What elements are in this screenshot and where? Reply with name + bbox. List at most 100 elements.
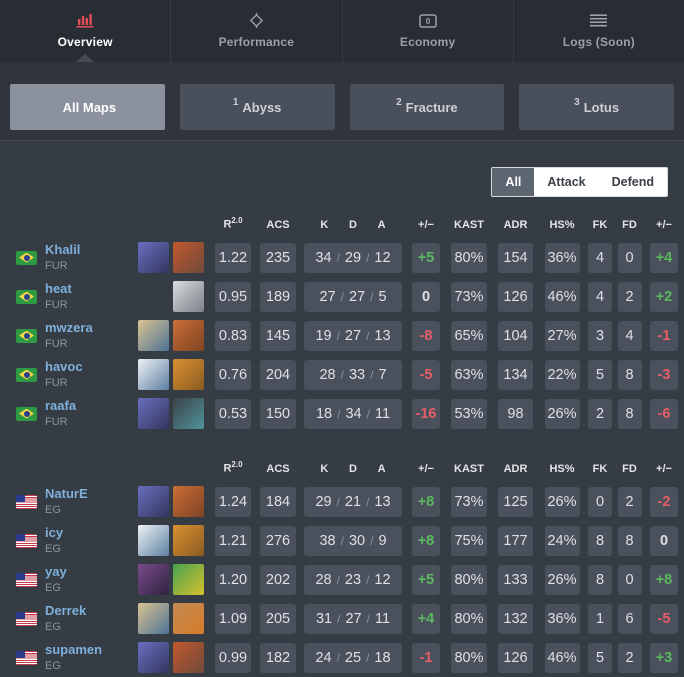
stat-rating: 1.20 [215, 564, 251, 595]
stat-acs: 205 [260, 603, 296, 634]
stat-assists: 18 [374, 649, 391, 666]
player-cell: supamen EG [16, 642, 134, 673]
stat-kills: 27 [319, 288, 336, 305]
agent-icon-sage [173, 398, 204, 429]
col-deaths: D [349, 219, 357, 231]
kda-separator: / [366, 328, 370, 343]
agent-icon-tejo [173, 603, 204, 634]
bar-chart-icon [76, 13, 94, 28]
player-team: EG [45, 503, 61, 516]
player-name[interactable]: NaturE [45, 485, 88, 501]
player-row: supamen EG 0.99 182 24 / 25 / 18 -1 80% … [0, 638, 684, 677]
player-identity: mwzera FUR [45, 320, 93, 351]
stat-hs: 26% [544, 398, 580, 429]
map-tab-all[interactable]: All Maps [10, 84, 165, 130]
stat-kda: 29 / 21 / 13 [304, 486, 402, 517]
player-name[interactable]: havoc [45, 358, 83, 374]
col-fk: FK [592, 463, 608, 475]
map-tab-abyss[interactable]: 1 Abyss [179, 84, 335, 130]
tab-overview[interactable]: Overview [0, 0, 170, 62]
filter-all[interactable]: All [492, 168, 535, 196]
stat-adr: 98 [498, 398, 533, 429]
kda-separator: / [336, 572, 340, 587]
stat-fd: 8 [617, 398, 642, 429]
col-fd: FD [622, 463, 637, 475]
stat-fk: 4 [588, 281, 612, 312]
stat-fk: 1 [588, 603, 612, 634]
country-flag [16, 650, 37, 665]
filter-attack[interactable]: Attack [547, 175, 586, 189]
agent-icon-cypher [173, 281, 204, 312]
stat-kills: 38 [319, 532, 336, 549]
player-name[interactable]: supamen [45, 641, 103, 657]
agent-icons [134, 525, 210, 556]
stat-kills: 28 [319, 366, 336, 383]
stat-kast: 73% [451, 486, 487, 517]
agent-icon-raze [173, 525, 204, 556]
tab-logs[interactable]: Logs (Soon) [512, 0, 684, 62]
stat-fk-fd-plus-minus: +2 [650, 281, 678, 312]
col-plus-minus: +/− [418, 463, 434, 475]
tab-economy[interactable]: 0 Economy [341, 0, 513, 62]
kda-separator: / [337, 406, 341, 421]
map-tab-fracture[interactable]: 2 Fracture [349, 84, 505, 130]
stat-plus-minus: -8 [412, 320, 440, 351]
kda-separator: / [366, 406, 370, 421]
stat-kast: 73% [451, 281, 487, 312]
agent-icon-omen [138, 486, 169, 517]
stat-assists: 13 [374, 493, 391, 510]
active-tab-notch [76, 54, 94, 62]
player-name[interactable]: raafa [45, 397, 77, 413]
col-acs: ACS [266, 219, 290, 231]
stat-kills: 19 [315, 327, 332, 344]
player-name[interactable]: Derrek [45, 602, 87, 618]
agent-icons [134, 320, 210, 351]
player-cell: NaturE EG [16, 486, 134, 517]
stat-rating: 0.53 [215, 398, 251, 429]
stat-adr: 154 [498, 242, 533, 273]
col-fd: FD [622, 219, 637, 231]
player-name[interactable]: heat [45, 280, 72, 296]
player-name[interactable]: yay [45, 563, 67, 579]
stat-acs: 202 [260, 564, 296, 595]
agent-icons [134, 486, 210, 517]
country-flag [16, 367, 37, 382]
player-name[interactable]: icy [45, 524, 64, 540]
kda-separator: / [366, 650, 370, 665]
stat-hs: 36% [544, 603, 580, 634]
stat-assists: 9 [378, 532, 387, 549]
stat-deaths: 27 [348, 288, 366, 305]
filter-defend[interactable]: Defend [611, 175, 654, 189]
player-identity: supamen EG [45, 642, 102, 673]
stat-fk-fd-plus-minus: 0 [650, 525, 678, 556]
agent-icon-breach [173, 320, 204, 351]
stat-fk-fd-plus-minus: +4 [650, 242, 678, 273]
tab-performance[interactable]: Performance [170, 0, 341, 62]
col-hs: HS% [549, 219, 575, 231]
stat-plus-minus: -16 [412, 398, 440, 429]
kda-separator: / [340, 533, 344, 548]
stat-plus-minus: +5 [412, 242, 440, 273]
player-team: FUR [45, 337, 68, 350]
player-name[interactable]: Khalil [45, 241, 81, 257]
stat-kast: 80% [451, 603, 487, 634]
map-tab-bar: All Maps 1 Abyss 2 Fracture 3 Lotus [0, 62, 684, 141]
kda-separator: / [336, 650, 340, 665]
stat-adr: 126 [498, 281, 533, 312]
map-tab-lotus[interactable]: 3 Lotus [519, 84, 674, 130]
player-cell: icy EG [16, 525, 134, 556]
stat-adr: 125 [498, 486, 533, 517]
stat-fk-fd-plus-minus: -3 [650, 359, 678, 390]
stat-fk: 2 [588, 398, 612, 429]
map-label: Abyss [242, 99, 282, 115]
player-identity: icy EG [45, 525, 63, 556]
player-cell: Derrek EG [16, 603, 134, 634]
player-team: EG [45, 620, 61, 633]
country-flag [16, 406, 37, 421]
kda-separator: / [336, 328, 340, 343]
player-row: mwzera FUR 0.83 145 19 / 27 / 13 -8 65% … [0, 316, 684, 355]
agent-icon-sova [138, 603, 169, 634]
player-name[interactable]: mwzera [45, 319, 93, 335]
country-flag [16, 494, 37, 509]
stat-rating: 0.95 [215, 281, 251, 312]
